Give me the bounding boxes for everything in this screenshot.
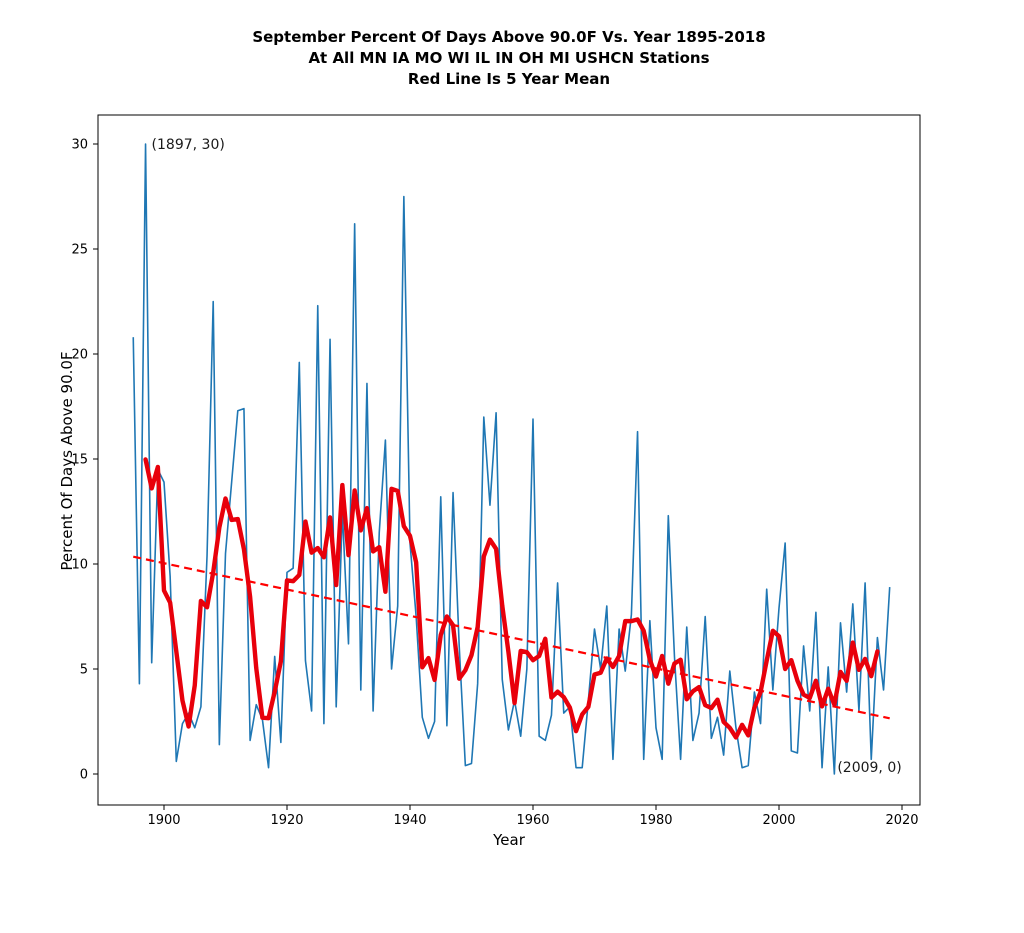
annotation-2009-0: (2009, 0): [837, 760, 902, 776]
annual-series-line: [132, 143, 891, 775]
y-tick-label: 30: [71, 138, 88, 153]
x-tick-label: 1900: [147, 813, 180, 828]
x-tick-label: 1940: [393, 813, 426, 828]
x-tick-label: 1920: [270, 813, 303, 828]
y-axis-label: Percent Of Days Above 90.0F: [58, 351, 76, 571]
y-tick-label: 25: [71, 243, 88, 258]
chart-title: September Percent Of Days Above 90.0F Vs…: [98, 27, 920, 90]
y-tick-label: 0: [80, 768, 88, 783]
y-tick-label: 15: [71, 453, 88, 468]
y-tick-label: 20: [71, 348, 88, 363]
y-tick-label: 10: [71, 558, 88, 573]
x-tick-label: 1980: [639, 813, 672, 828]
x-axis-label: Year: [493, 831, 525, 849]
plot-frame: [97, 114, 921, 806]
trend-line: [133, 555, 890, 720]
chart-title-line1: September Percent Of Days Above 90.0F Vs…: [252, 28, 766, 46]
y-tick-label: 5: [80, 663, 88, 678]
annotation-1897-30: (1897, 30): [151, 137, 225, 153]
chart-title-line3: Red Line Is 5 Year Mean: [407, 70, 611, 88]
chart-title-line2: At All MN IA MO WI IL IN OH MI USHCN Sta…: [308, 49, 710, 67]
x-tick-label: 1960: [516, 813, 549, 828]
x-tick-label: 2000: [762, 813, 795, 828]
five-year-mean-line: [143, 457, 880, 740]
x-tick-label: 2020: [885, 813, 918, 828]
